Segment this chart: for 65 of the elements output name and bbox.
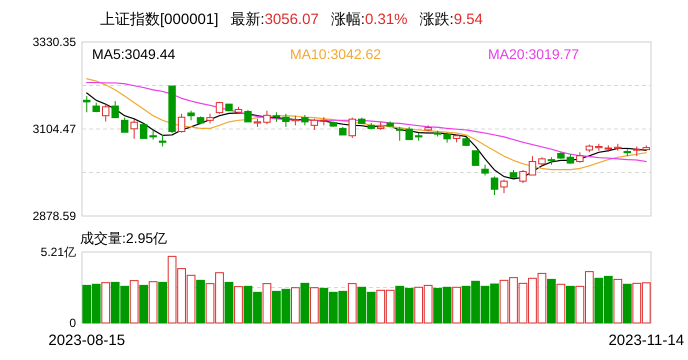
x-tick-label: 2023-08-15 bbox=[48, 332, 126, 349]
y-tick-label: 3330.35 bbox=[32, 35, 76, 49]
text: MA10:3042.62 bbox=[290, 46, 382, 62]
candlestick bbox=[310, 118, 318, 130]
candlestick bbox=[528, 156, 536, 176]
candlestick bbox=[158, 134, 166, 148]
bar bbox=[556, 284, 566, 324]
candlestick bbox=[396, 126, 404, 142]
x-tick-label: 2023-11-14 bbox=[608, 332, 684, 349]
candlestick bbox=[519, 170, 527, 184]
y-tick-label: 2878.59 bbox=[32, 209, 76, 223]
bar bbox=[130, 280, 139, 324]
candlestick bbox=[490, 176, 498, 196]
candlestick bbox=[130, 119, 138, 140]
y-tick-label: 0 bbox=[69, 316, 76, 330]
candlestick bbox=[111, 100, 119, 118]
candlestick bbox=[481, 164, 489, 176]
candlestick bbox=[348, 117, 356, 139]
text: 涨幅:0.31% bbox=[330, 11, 408, 28]
bar bbox=[262, 283, 272, 324]
candlestick bbox=[633, 146, 640, 157]
candlestick bbox=[263, 110, 271, 125]
candlestick bbox=[566, 154, 574, 164]
candlestick bbox=[272, 112, 280, 122]
text: MA20:3019.77 bbox=[488, 46, 580, 62]
bar bbox=[547, 278, 556, 324]
candlestick bbox=[149, 129, 157, 140]
candlestick bbox=[206, 113, 214, 124]
candlestick bbox=[500, 179, 508, 194]
bar bbox=[290, 287, 300, 324]
bar bbox=[139, 284, 148, 324]
bar bbox=[622, 284, 632, 324]
text: 涨跌:9.54 bbox=[420, 11, 483, 28]
candlestick bbox=[443, 132, 451, 144]
bar bbox=[348, 283, 357, 324]
candlestick bbox=[472, 150, 480, 166]
candlestick bbox=[282, 113, 290, 128]
bar bbox=[101, 282, 110, 324]
bar bbox=[452, 286, 461, 324]
bar bbox=[148, 281, 158, 324]
bar bbox=[158, 282, 167, 324]
bar bbox=[300, 282, 310, 324]
text: MA5:3049.44 bbox=[92, 46, 176, 62]
y-tick-label: 5.21亿 bbox=[40, 245, 76, 259]
candlestick bbox=[292, 115, 300, 126]
candlestick bbox=[244, 109, 252, 122]
candlestick bbox=[301, 114, 309, 126]
bar bbox=[310, 287, 319, 324]
candlestick bbox=[102, 104, 110, 122]
candlestick bbox=[83, 96, 90, 113]
bar bbox=[566, 286, 575, 324]
candlestick bbox=[576, 152, 584, 164]
chart-title: 成交量:2.95亿 bbox=[80, 230, 168, 246]
candlestick bbox=[178, 113, 186, 134]
text: 最新:3056.07 bbox=[230, 11, 319, 28]
bar bbox=[613, 278, 622, 324]
y-tick-label: 3104.47 bbox=[32, 122, 76, 136]
candlestick bbox=[405, 126, 413, 140]
candlestick bbox=[140, 122, 148, 139]
chart-title: 上证指数[000001] bbox=[100, 11, 218, 28]
candlestick bbox=[120, 117, 128, 133]
candlestick bbox=[187, 110, 195, 121]
bar bbox=[234, 286, 243, 324]
bar bbox=[224, 282, 234, 324]
bar bbox=[196, 280, 205, 324]
